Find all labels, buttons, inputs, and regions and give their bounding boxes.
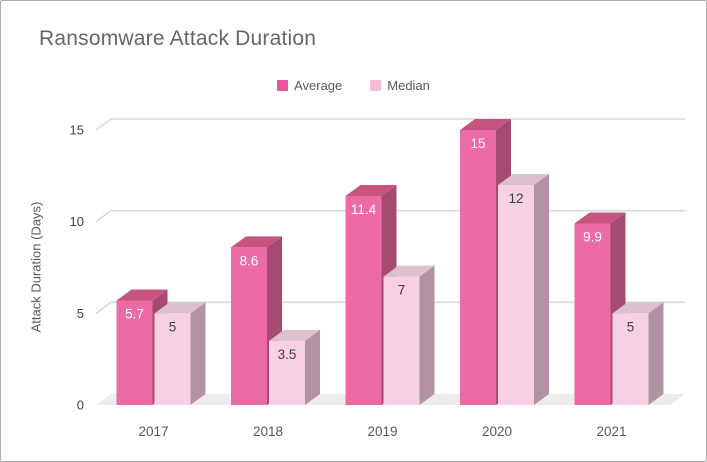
bar-top-face [574, 212, 626, 224]
bar-top-face [345, 185, 397, 196]
bar-front-face [574, 223, 611, 405]
x-category-label-2021: 2021 [596, 424, 626, 439]
legend-swatch-average [277, 80, 289, 91]
data-label: 7 [398, 283, 406, 298]
legend-item-average[interactable]: Average [277, 78, 342, 93]
bar-median-2017[interactable]: 5 [154, 302, 206, 405]
bar-front-face [383, 276, 420, 405]
x-category-label-2019: 2019 [367, 424, 397, 439]
x-category-label-2017: 2017 [138, 424, 168, 439]
bar-top-face [231, 236, 282, 248]
x-category-label-2018: 2018 [253, 424, 283, 439]
bar-side-face [190, 302, 206, 405]
data-label: 5 [627, 319, 635, 334]
data-label: 3.5 [278, 347, 297, 362]
data-label: 15 [470, 136, 485, 151]
bar-front-face [116, 300, 153, 405]
bar-side-face [648, 302, 664, 405]
data-label: 9.9 [583, 230, 602, 245]
bar-top-face [612, 302, 664, 314]
bar-top-face [116, 289, 168, 301]
data-label: 12 [508, 191, 523, 206]
bar-front-face [498, 185, 534, 405]
bar-median-2020[interactable]: 12 [498, 174, 549, 405]
bar-front-face [612, 313, 649, 405]
y-tick-label-10: 10 [70, 214, 84, 229]
bar-side-face [534, 174, 549, 405]
legend-label-median: Median [387, 78, 430, 93]
bar-median-2018[interactable]: 3.5 [269, 329, 320, 405]
bar-side-face [305, 329, 320, 405]
legend-label-average: Average [294, 78, 343, 93]
bar-front-face [154, 313, 191, 405]
bar-front-face [231, 247, 267, 405]
bar-median-2019[interactable]: 7 [383, 265, 435, 405]
bar-top-face [154, 302, 206, 314]
legend: Average Median [1, 78, 706, 93]
data-label: 11.4 [351, 202, 377, 217]
bar-side-face [419, 265, 435, 405]
bar-top-face [460, 119, 511, 130]
y-tick-label-15: 15 [70, 123, 84, 138]
bar-top-face [383, 265, 435, 277]
y-tick-label-5: 5 [77, 306, 84, 321]
bar-front-face [345, 196, 382, 405]
bar-front-face [269, 340, 305, 405]
bar-median-2021[interactable]: 5 [612, 302, 664, 405]
gridline-15 [95, 118, 685, 131]
y-tick-label-0: 0 [77, 398, 84, 413]
bar-front-face [460, 130, 496, 405]
bar-top-face [269, 329, 320, 341]
chart-title: Ransomware Attack Duration [39, 27, 317, 50]
bar-top-face [498, 174, 549, 185]
data-label: 5 [169, 319, 177, 334]
legend-swatch-median [370, 80, 382, 91]
data-label: 5.7 [125, 307, 144, 322]
data-label: 8.6 [240, 253, 259, 268]
x-category-label-2020: 2020 [482, 424, 512, 439]
legend-item-median[interactable]: Median [370, 78, 430, 93]
